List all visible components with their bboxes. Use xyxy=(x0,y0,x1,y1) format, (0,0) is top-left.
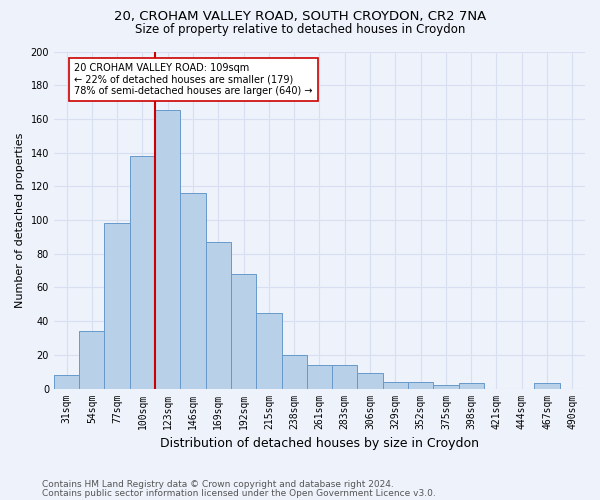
Text: Contains HM Land Registry data © Crown copyright and database right 2024.: Contains HM Land Registry data © Crown c… xyxy=(42,480,394,489)
X-axis label: Distribution of detached houses by size in Croydon: Distribution of detached houses by size … xyxy=(160,437,479,450)
Bar xyxy=(458,384,484,388)
Bar xyxy=(54,375,79,388)
Bar xyxy=(408,382,433,388)
Text: Contains public sector information licensed under the Open Government Licence v3: Contains public sector information licen… xyxy=(42,489,436,498)
Bar xyxy=(383,382,408,388)
Bar xyxy=(104,224,130,388)
Bar xyxy=(256,312,281,388)
Y-axis label: Number of detached properties: Number of detached properties xyxy=(15,132,25,308)
Bar xyxy=(155,110,181,388)
Bar xyxy=(181,193,206,388)
Text: Size of property relative to detached houses in Croydon: Size of property relative to detached ho… xyxy=(135,22,465,36)
Text: 20 CROHAM VALLEY ROAD: 109sqm
← 22% of detached houses are smaller (179)
78% of : 20 CROHAM VALLEY ROAD: 109sqm ← 22% of d… xyxy=(74,64,313,96)
Bar xyxy=(332,365,358,388)
Bar xyxy=(358,374,383,388)
Bar xyxy=(535,384,560,388)
Bar xyxy=(130,156,155,388)
Bar xyxy=(79,332,104,388)
Bar xyxy=(307,365,332,388)
Bar xyxy=(231,274,256,388)
Text: 20, CROHAM VALLEY ROAD, SOUTH CROYDON, CR2 7NA: 20, CROHAM VALLEY ROAD, SOUTH CROYDON, C… xyxy=(114,10,486,23)
Bar xyxy=(206,242,231,388)
Bar xyxy=(281,355,307,388)
Bar xyxy=(433,385,458,388)
